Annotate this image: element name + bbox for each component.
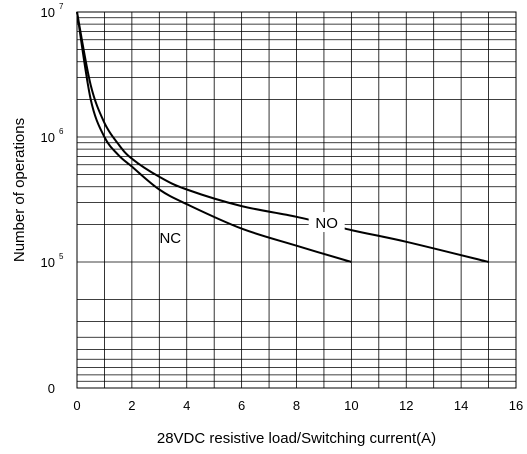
y-tick-exponent: 5 — [59, 252, 64, 261]
x-tick-label: 8 — [293, 398, 300, 413]
y-tick-label: 10 — [41, 255, 55, 270]
x-tick-label: 2 — [128, 398, 135, 413]
y-tick-label: 10 — [41, 5, 55, 20]
x-axis-label: 28VDC resistive load/Switching current(A… — [157, 430, 436, 447]
x-tick-label: 12 — [399, 398, 413, 413]
series-line-nc — [76, 11, 352, 263]
series-label-bg-no — [308, 212, 345, 233]
x-tick-label: 10 — [344, 398, 358, 413]
y-axis-label: Number of operations — [11, 118, 28, 262]
x-tick-label: 6 — [238, 398, 245, 413]
tick-labels: 0 2 4 6 8 10 12 14 16 10 7 10 6 10 5 0 — [41, 2, 524, 413]
plot-frame — [76, 11, 517, 389]
series: NO NC — [76, 11, 489, 263]
y-tick-label: 0 — [48, 381, 55, 396]
grid — [77, 11, 516, 388]
x-tick-label: 0 — [73, 398, 80, 413]
x-tick-label: 4 — [183, 398, 190, 413]
x-tick-label: 14 — [454, 398, 468, 413]
series-label-no: NO — [315, 215, 338, 232]
y-tick-label: 10 — [41, 130, 55, 145]
y-tick-exponent: 7 — [59, 2, 64, 11]
series-label-nc: NC — [159, 230, 181, 247]
series-line-no — [76, 11, 489, 263]
x-tick-label: 16 — [509, 398, 523, 413]
y-tick-exponent: 6 — [59, 127, 64, 136]
